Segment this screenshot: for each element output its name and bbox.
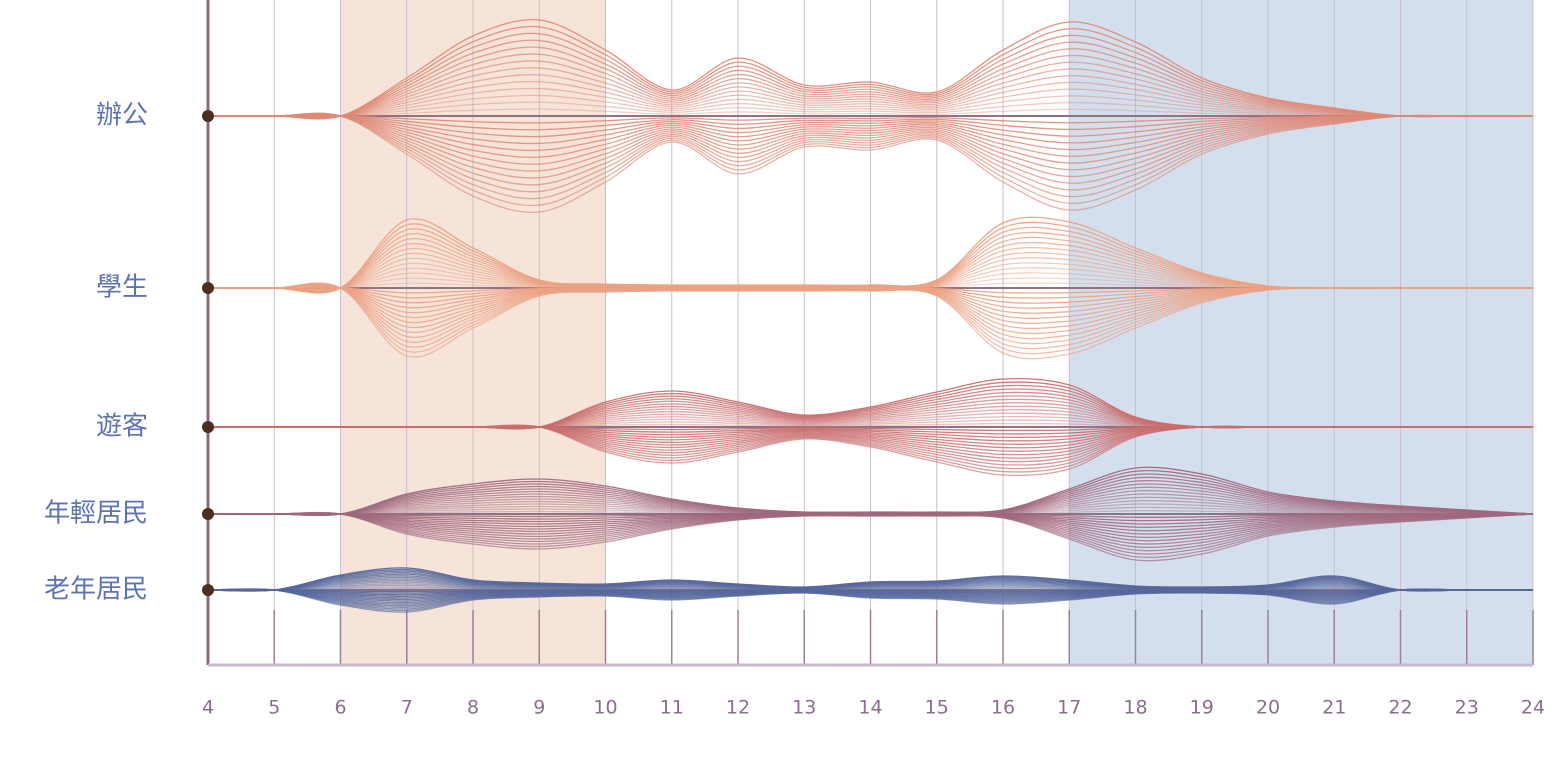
x-tick-label: 22: [1388, 697, 1412, 719]
x-tick-label: 8: [467, 697, 479, 719]
ribbon-line: [207, 46, 1533, 119]
row-dot: [202, 584, 214, 596]
ribbon-line: [207, 67, 1533, 119]
x-tick-label: 16: [991, 697, 1015, 719]
ribbon-line: [207, 113, 1533, 172]
row-label: 學生: [96, 273, 148, 303]
x-tick-label: 7: [401, 697, 413, 719]
row-label: 辦公: [96, 101, 148, 131]
ribbon-line: [207, 108, 1533, 117]
ribbon-line: [207, 114, 1533, 152]
row-dot: [202, 421, 214, 433]
x-tick-label: 10: [593, 697, 617, 719]
row-dot: [202, 508, 214, 520]
ribbon-line: [207, 588, 1533, 613]
ribbon-line: [207, 32, 1533, 120]
ribbon-line: [207, 39, 1533, 119]
x-tick-label: 4: [202, 697, 214, 719]
ribbon-line: [208, 282, 1533, 360]
ribbon-line: [207, 87, 1533, 118]
x-tick-label: 17: [1057, 697, 1081, 719]
x-tick-label: 21: [1322, 697, 1346, 719]
x-tick-label: 13: [792, 697, 816, 719]
ribbon-line: [207, 94, 1533, 118]
ribbon-line: [207, 113, 1533, 179]
x-tick-label: 24: [1521, 697, 1545, 719]
x-tick-label: 18: [1123, 697, 1147, 719]
ribbon-line: [207, 114, 1533, 145]
x-tick-label: 11: [660, 697, 684, 719]
ribbon: [207, 18, 1533, 214]
x-tick-label: 6: [334, 697, 346, 719]
ribbon-line: [207, 112, 1533, 214]
x-tick-label: 14: [858, 697, 882, 719]
ribbon: [207, 567, 1533, 613]
ribbon-line: [207, 113, 1533, 186]
time-band: [1069, 0, 1533, 665]
ribbon-line: [207, 53, 1533, 119]
ribbon-line: [207, 101, 1533, 118]
x-tick-label: 5: [268, 697, 280, 719]
row-dot: [202, 110, 214, 122]
row-label: 老年居民: [44, 575, 148, 605]
row-dot: [202, 282, 214, 294]
ribbon-envelope: [207, 18, 1533, 120]
ribbon-line: [207, 112, 1533, 207]
x-tick-label: 20: [1256, 697, 1280, 719]
ribbon-line: [207, 114, 1533, 131]
ribbon-line: [207, 511, 1534, 562]
ribbon-line: [207, 586, 1533, 591]
ribbon-line: [207, 80, 1533, 118]
x-tick-label: 12: [726, 697, 750, 719]
ribbon-envelope: [207, 466, 1534, 517]
ribbon-line: [207, 25, 1533, 120]
ribbon-line: [207, 112, 1533, 200]
ribbon-line: [207, 114, 1533, 158]
ribbon: [208, 216, 1533, 360]
ribbon-line: [207, 74, 1533, 118]
row-label: 遊客: [96, 412, 148, 442]
ribbon-line: [208, 424, 1533, 477]
ribbon: [207, 466, 1534, 562]
ribbon-line: [207, 113, 1533, 193]
ribbon-line: [207, 115, 1533, 124]
x-tick-label: 15: [925, 697, 949, 719]
ribbon-line: [207, 587, 1533, 591]
x-tick-label: 23: [1455, 697, 1479, 719]
x-tick-label: 9: [533, 697, 545, 719]
ribbon: [208, 377, 1533, 477]
row-label: 年輕居民: [44, 499, 148, 529]
ribbon-envelope: [207, 567, 1533, 592]
ribbon-line: [207, 113, 1533, 165]
ribbon-line: [207, 60, 1533, 119]
ribbon-line: [207, 114, 1533, 138]
x-tick-label: 19: [1190, 697, 1214, 719]
